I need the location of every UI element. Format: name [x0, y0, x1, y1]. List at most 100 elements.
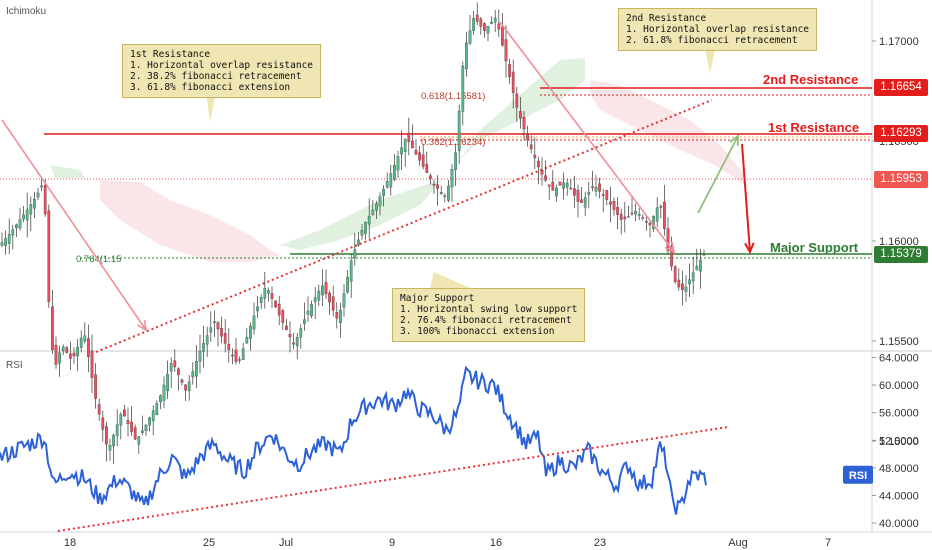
rsi-tick-label: 48.0000: [879, 463, 919, 475]
candle-up: [317, 290, 321, 301]
ichimoku-cloud-bearish-2: [590, 80, 745, 185]
candle-up: [40, 185, 43, 188]
candle-up: [695, 266, 699, 271]
candle-up: [634, 211, 637, 215]
candle-up: [29, 204, 33, 215]
candle-down: [429, 175, 432, 179]
decline-arrow-main-head: [664, 242, 676, 254]
candle-up: [353, 249, 357, 258]
candle-up: [306, 310, 310, 315]
candle-down: [526, 133, 529, 140]
candle-up: [310, 304, 313, 317]
candle-up: [11, 229, 15, 236]
candle-up: [76, 346, 79, 357]
candle-down: [414, 150, 418, 155]
candle-up: [112, 434, 115, 447]
candle-up: [187, 381, 191, 392]
candle-up: [7, 234, 11, 244]
candle-down: [576, 189, 580, 202]
candle-up: [155, 403, 159, 416]
candle-up: [659, 205, 663, 208]
candle-up: [22, 214, 25, 220]
candle-down: [234, 349, 238, 362]
candle-down: [591, 186, 594, 188]
candle-up: [15, 224, 18, 229]
time-tick-label: 9: [389, 537, 395, 549]
candle-down: [407, 132, 411, 142]
time-tick-label: 25: [203, 537, 215, 549]
candle-down: [533, 154, 537, 159]
time-tick-label: Aug: [728, 537, 748, 549]
candle-up: [349, 260, 353, 282]
candle-up: [198, 350, 202, 362]
candle-down: [47, 210, 51, 302]
candle-down: [223, 333, 227, 344]
candle-down: [501, 26, 504, 46]
rsi-tick-label: 56.0000: [879, 408, 919, 420]
candle-down: [537, 160, 540, 168]
candle-down: [281, 310, 285, 323]
price-tag-current: 1.15953: [874, 171, 928, 188]
price-tag-1st-resistance: 1.16293: [874, 125, 928, 142]
candle-up: [79, 337, 83, 348]
candle-up: [141, 430, 144, 433]
candle-up: [169, 363, 173, 372]
candle-down: [173, 360, 177, 368]
candle-up: [339, 309, 342, 323]
candle-down: [105, 426, 108, 445]
candle-down: [681, 283, 684, 290]
candle-up: [241, 348, 245, 360]
candle-up: [486, 26, 490, 34]
candle-up: [357, 239, 360, 246]
time-tick-label: Jul: [279, 537, 293, 549]
projection-arrow-down: [741, 143, 751, 253]
candle-up: [18, 219, 22, 229]
rsi-tick-label: 44.0000: [879, 491, 919, 503]
candle-up: [205, 335, 209, 345]
candle-down: [479, 18, 483, 27]
candle-down: [619, 213, 623, 221]
candles-group: [0, 2, 706, 464]
candle-down: [569, 187, 573, 190]
candle-down: [515, 93, 519, 108]
rsi-badge-label: RSI: [849, 470, 867, 482]
candle-down: [216, 322, 220, 330]
candle-up: [159, 395, 162, 403]
candle-up: [688, 279, 691, 285]
candle-up: [360, 230, 364, 236]
candle-down: [292, 342, 295, 345]
indicator-label-ichimoku: Ichimoku: [6, 6, 46, 17]
candle-up: [439, 192, 443, 194]
candle-down: [324, 282, 328, 295]
candle-up: [457, 110, 461, 151]
candle-down: [227, 343, 231, 350]
candle-up: [245, 337, 249, 344]
candle-up: [263, 287, 267, 299]
candle-down: [220, 328, 223, 337]
price-tick-label: 1.15500: [879, 336, 919, 348]
candle-up: [295, 337, 299, 347]
candle-up: [36, 192, 40, 198]
price-tag-2nd-resistance: 1.16654: [874, 79, 928, 96]
candle-up: [393, 165, 396, 180]
candle-up: [191, 371, 195, 378]
candle-down: [43, 185, 47, 215]
candle-up: [313, 297, 317, 302]
candle-down: [630, 212, 634, 215]
candle-down: [331, 296, 335, 311]
callout-pointer-support: [430, 272, 470, 288]
indicator-label-rsi: RSI: [6, 360, 23, 371]
candle-up: [202, 343, 205, 352]
candle-up: [148, 417, 151, 426]
candle-down: [609, 201, 612, 205]
candle-up: [299, 328, 303, 338]
candle-up: [447, 185, 450, 201]
candle-down: [508, 64, 511, 77]
candle-down: [97, 404, 101, 415]
candle-up: [342, 293, 346, 308]
candle-up: [0, 242, 4, 246]
candle-down: [101, 417, 105, 430]
candle-down: [274, 300, 277, 308]
candle-up: [119, 414, 123, 426]
